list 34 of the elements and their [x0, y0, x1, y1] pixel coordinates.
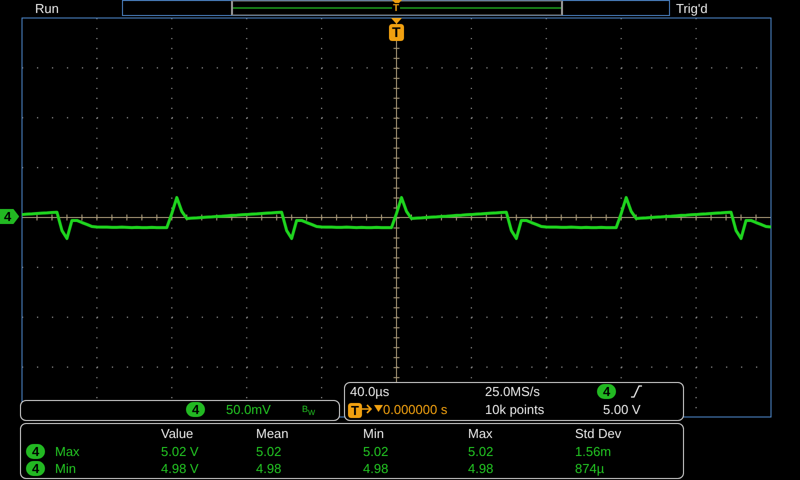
- text: 4: [0, 209, 20, 224]
- text: Std Dev: [575, 426, 622, 441]
- text: Mean: [256, 426, 289, 441]
- text: 4: [26, 444, 46, 459]
- text: Min: [55, 461, 76, 476]
- text: 4: [186, 402, 206, 417]
- text: Trig'd: [676, 1, 708, 16]
- text: 5.02: [256, 444, 282, 459]
- text: 4.98 V: [161, 461, 199, 476]
- text: T: [389, 24, 404, 41]
- text: 40.0µs: [350, 384, 390, 399]
- text: 1.56m: [575, 444, 612, 459]
- text: Max: [468, 426, 493, 441]
- text: 4.98: [468, 461, 494, 476]
- text: 50.0mV: [226, 402, 271, 417]
- text: T: [392, 3, 400, 14]
- text: 0.000000 s: [383, 402, 448, 417]
- text: B$_{W}$: [302, 403, 316, 419]
- text: 25.0MS/s: [485, 384, 540, 399]
- text: 4.98: [363, 461, 388, 476]
- text: 5.02: [468, 444, 494, 459]
- text: 4: [597, 384, 616, 399]
- text: Value: [161, 426, 194, 441]
- text: Max: [55, 444, 80, 459]
- text: 10k points: [485, 402, 544, 417]
- text: Run: [35, 1, 59, 16]
- text: T: [348, 403, 362, 418]
- text: 4: [26, 461, 46, 476]
- text: 4.98: [256, 461, 282, 476]
- text: Min: [363, 426, 384, 441]
- text: 874µ: [575, 461, 604, 476]
- text: 5.02: [363, 444, 388, 459]
- text: 5.00 V: [603, 402, 641, 417]
- text: 5.02 V: [161, 444, 199, 459]
